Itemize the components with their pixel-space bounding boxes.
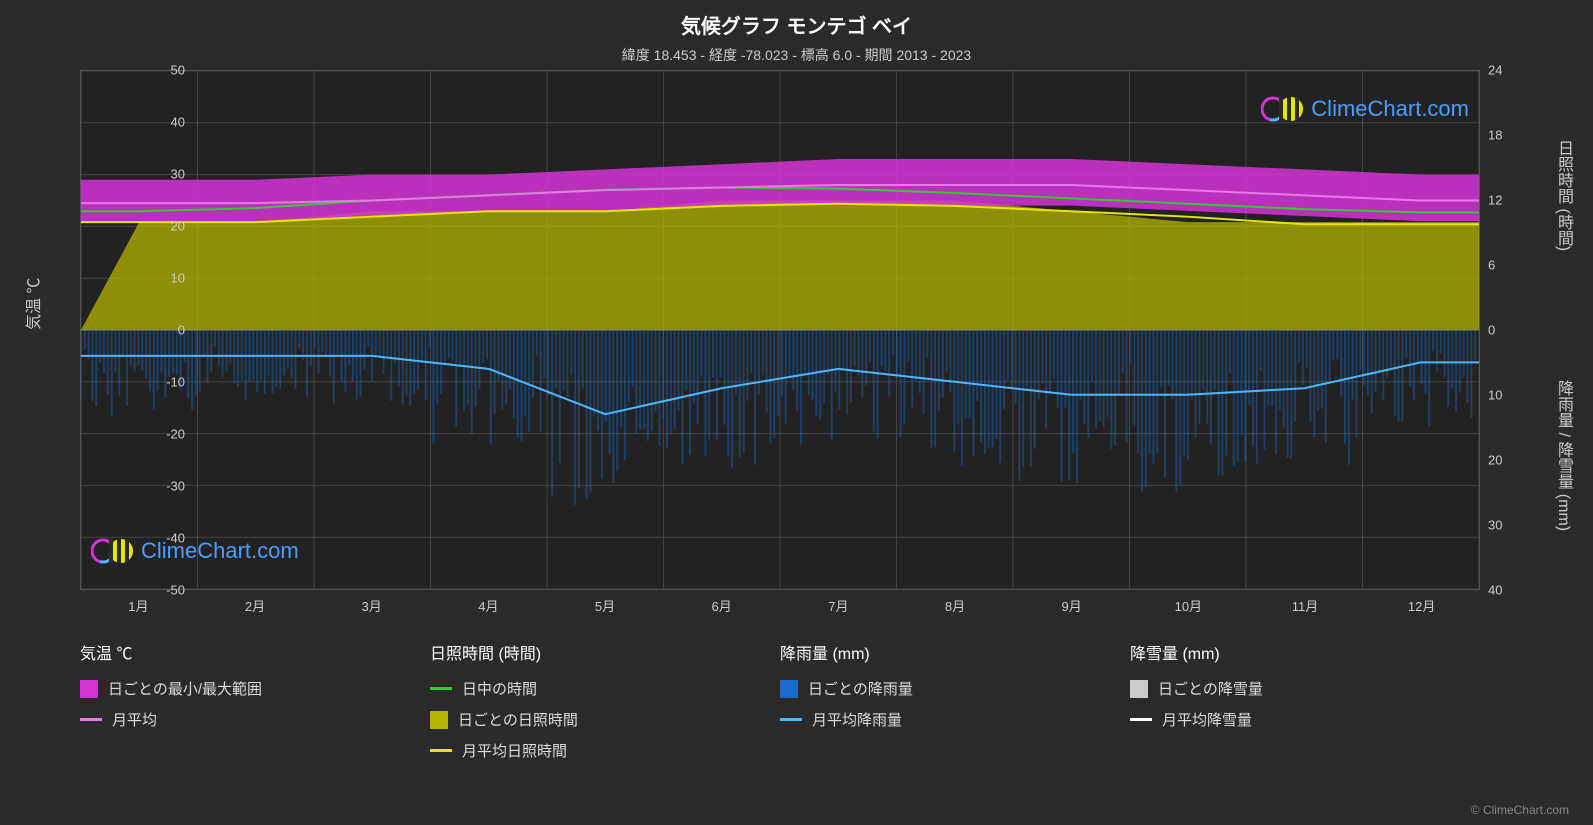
x-tick-month: 7月 <box>828 596 848 615</box>
legend-label: 日ごとの降雨量 <box>808 678 913 699</box>
y-right-tick-mm: 30 <box>1488 518 1528 533</box>
y-left-tick: -40 <box>166 531 185 546</box>
y-axis-left-title: 気温 ℃ <box>20 278 44 330</box>
y-right-tick-hours: 6 <box>1488 258 1528 273</box>
y-left-tick: 20 <box>171 219 185 234</box>
copyright-text: © ClimeChart.com <box>1471 803 1569 817</box>
y-axis-right-bottom-title: 降雨量 / 降雪量 (mm) <box>1551 380 1575 531</box>
y-right-tick-hours: 24 <box>1488 63 1528 78</box>
legend-item: 日ごとの降雪量 <box>1130 678 1480 699</box>
chart-title: 気候グラフ モンテゴ ベイ <box>0 0 1593 39</box>
y-left-tick: -30 <box>166 479 185 494</box>
y-left-tick: 40 <box>171 115 185 130</box>
legend-col-temp: 気温 ℃ 日ごとの最小/最大範囲月平均 <box>80 640 430 771</box>
legend-label: 月平均日照時間 <box>462 740 567 761</box>
legend-col-rain: 降雨量 (mm) 日ごとの降雨量月平均降雨量 <box>780 640 1130 771</box>
y-left-tick: 30 <box>171 167 185 182</box>
x-tick-month: 4月 <box>478 596 498 615</box>
legend-line-icon <box>80 718 102 721</box>
legend-item: 月平均降雪量 <box>1130 709 1480 730</box>
x-tick-month: 11月 <box>1292 596 1319 615</box>
legend-swatch-icon <box>80 680 98 698</box>
chart-svg <box>81 71 1479 589</box>
watermark-bottom: ClimeChart.com <box>91 533 299 569</box>
x-tick-month: 5月 <box>595 596 615 615</box>
watermark-text: ClimeChart.com <box>1311 96 1469 122</box>
legend-item: 日ごとの最小/最大範囲 <box>80 678 430 699</box>
legend-label: 日ごとの日照時間 <box>458 709 578 730</box>
y-right-tick-hours: 12 <box>1488 193 1528 208</box>
legend: 気温 ℃ 日ごとの最小/最大範囲月平均 日照時間 (時間) 日中の時間日ごとの日… <box>80 640 1480 771</box>
legend-item: 日ごとの降雨量 <box>780 678 1130 699</box>
y-right-tick-hours: 18 <box>1488 128 1528 143</box>
x-tick-month: 2月 <box>245 596 265 615</box>
y-right-tick-hours: 0 <box>1488 323 1528 338</box>
y-left-tick: 10 <box>171 271 185 286</box>
x-tick-month: 10月 <box>1175 596 1202 615</box>
legend-swatch-icon <box>430 711 448 729</box>
logo-icon <box>91 533 135 569</box>
legend-item: 月平均降雨量 <box>780 709 1130 730</box>
logo-icon <box>1261 91 1305 127</box>
legend-swatch-icon <box>780 680 798 698</box>
y-right-tick-mm: 40 <box>1488 583 1528 598</box>
legend-swatch-icon <box>1130 680 1148 698</box>
chart-subtitle: 緯度 18.453 - 経度 -78.023 - 標高 6.0 - 期間 201… <box>0 39 1593 65</box>
x-tick-month: 9月 <box>1062 596 1082 615</box>
legend-col-snow: 降雪量 (mm) 日ごとの降雪量月平均降雪量 <box>1130 640 1480 771</box>
chart-plot-area: ClimeChart.com ClimeChart.com <box>80 70 1480 590</box>
legend-line-icon <box>780 718 802 721</box>
watermark-text: ClimeChart.com <box>141 538 299 564</box>
y-left-tick: -50 <box>166 583 185 598</box>
legend-label: 月平均 <box>112 709 157 730</box>
x-tick-month: 3月 <box>362 596 382 615</box>
x-tick-month: 1月 <box>128 596 148 615</box>
legend-item: 日中の時間 <box>430 678 780 699</box>
y-left-tick: 50 <box>171 63 185 78</box>
legend-line-icon <box>430 687 452 690</box>
legend-label: 日ごとの最小/最大範囲 <box>108 678 262 699</box>
y-right-tick-mm: 10 <box>1488 388 1528 403</box>
y-left-tick: 0 <box>178 323 185 338</box>
x-tick-month: 12月 <box>1408 596 1435 615</box>
watermark-top: ClimeChart.com <box>1261 91 1469 127</box>
legend-col-sun: 日照時間 (時間) 日中の時間日ごとの日照時間月平均日照時間 <box>430 640 780 771</box>
legend-item: 日ごとの日照時間 <box>430 709 780 730</box>
legend-header: 日照時間 (時間) <box>430 640 780 664</box>
legend-line-icon <box>430 749 452 752</box>
x-tick-month: 6月 <box>712 596 732 615</box>
legend-header: 気温 ℃ <box>80 640 430 664</box>
y-left-tick: -20 <box>166 427 185 442</box>
y-axis-right-top-title: 日照時間 (時間) <box>1551 140 1575 251</box>
legend-item: 月平均 <box>80 709 430 730</box>
legend-label: 月平均降雨量 <box>812 709 902 730</box>
y-right-tick-mm: 20 <box>1488 453 1528 468</box>
legend-item: 月平均日照時間 <box>430 740 780 761</box>
legend-header: 降雨量 (mm) <box>780 640 1130 664</box>
legend-label: 日ごとの降雪量 <box>1158 678 1263 699</box>
legend-label: 月平均降雪量 <box>1162 709 1252 730</box>
legend-label: 日中の時間 <box>462 678 537 699</box>
legend-line-icon <box>1130 718 1152 721</box>
x-tick-month: 8月 <box>945 596 965 615</box>
legend-header: 降雪量 (mm) <box>1130 640 1480 664</box>
y-left-tick: -10 <box>166 375 185 390</box>
